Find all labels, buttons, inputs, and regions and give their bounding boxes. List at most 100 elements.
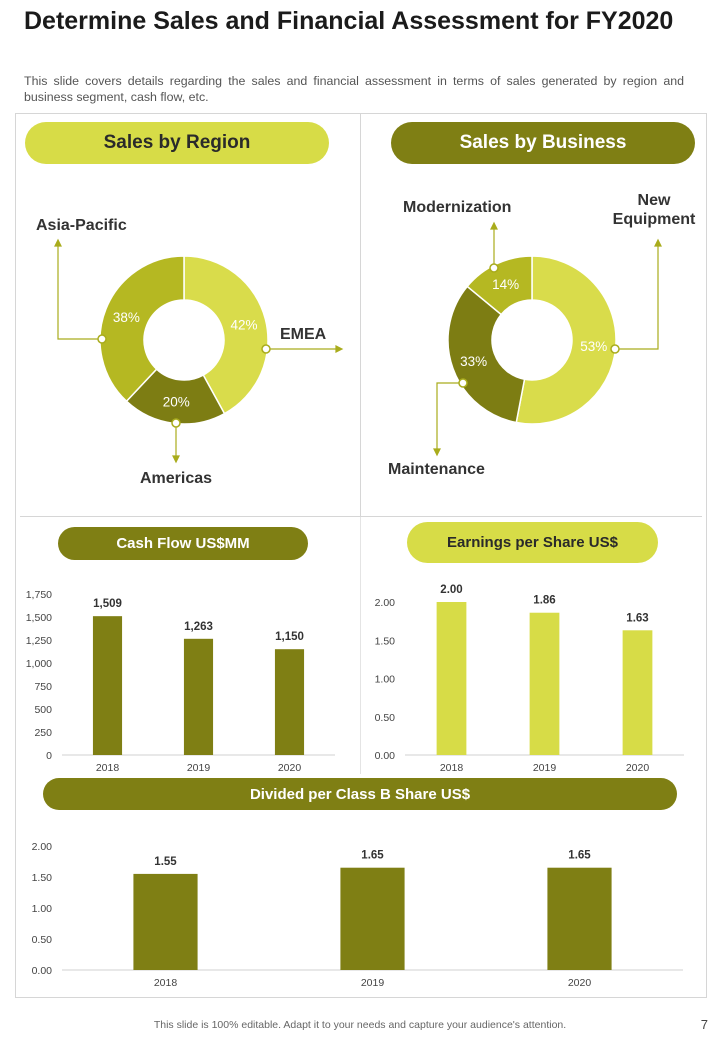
divider-horizontal xyxy=(20,516,702,517)
cashflow-value-label-2019: 1,263 xyxy=(184,621,213,633)
region-slice-asia-pacific xyxy=(99,255,185,403)
americas-dot xyxy=(171,418,181,428)
label-maintenance: Maintenance xyxy=(388,461,485,478)
dividend-value-label-2019: 1.65 xyxy=(361,850,384,862)
sales-by-region-heading-text: Sales by Region xyxy=(103,132,251,153)
label-modernization: Modernization xyxy=(403,199,512,216)
asia-pacific-dot xyxy=(97,334,107,344)
page-number: 7 xyxy=(700,1017,708,1032)
business-donut-chart: 53% 33% 14% xyxy=(433,221,662,457)
cash-flow-heading-text: Cash Flow US$MM xyxy=(116,535,250,552)
sales-by-business-heading-text: Sales by Business xyxy=(459,132,627,153)
region-leader-dots xyxy=(97,334,271,428)
emea-dot xyxy=(261,344,271,354)
asia-pacific-leader xyxy=(57,243,102,340)
business-leader-dots xyxy=(458,263,620,388)
cashflow-ytick-0: 0 xyxy=(46,750,52,762)
dividend-value-label-2020: 1.65 xyxy=(568,850,591,862)
eps-value-label-2018: 2.00 xyxy=(440,584,462,596)
business-slice-label-modernization: 14% xyxy=(492,277,519,292)
maintenance-leader xyxy=(436,382,463,451)
eps-value-label-2020: 1.63 xyxy=(626,612,648,624)
eps-xtick-2020: 2020 xyxy=(626,762,650,774)
region-leaders xyxy=(54,238,344,464)
americas-leader-arrow xyxy=(172,455,180,464)
asia-pacific-leader-arrow xyxy=(54,238,62,247)
maintenance-dot xyxy=(458,378,468,388)
business-slice-modernization xyxy=(466,255,533,316)
dividend-ytick-3: 1.50 xyxy=(32,872,53,884)
business-slice-maintenance xyxy=(447,285,526,424)
new-equipment-dot xyxy=(610,344,620,354)
cash-flow-bar-chart: 0 250 500 750 1,000 1,250 1,500 1,750 1,509 2018 1… xyxy=(26,589,335,774)
eps-ytick-3: 1.50 xyxy=(375,635,396,647)
cashflow-ytick-1: 250 xyxy=(34,727,52,739)
cash-flow-heading: Cash Flow US$MM xyxy=(58,527,308,560)
business-slice-label-maintenance: 33% xyxy=(460,354,487,369)
cashflow-ytick-7: 1,750 xyxy=(26,589,52,601)
modernization-leader-arrow xyxy=(490,221,498,230)
sales-by-business-heading: Sales by Business xyxy=(391,122,695,164)
business-slice-new-equipment xyxy=(515,255,617,425)
modernization-dot xyxy=(489,263,499,273)
region-donut-chart: 42% 20% 38% xyxy=(54,238,344,464)
dividend-bar-2019 xyxy=(340,867,405,970)
eps-xtick-2019: 2019 xyxy=(533,762,557,774)
cashflow-value-label-2020: 1,150 xyxy=(275,631,304,643)
dividend-bar-2018 xyxy=(133,873,198,970)
cashflow-xtick-2019: 2019 xyxy=(187,762,211,774)
label-new-equipment-line1: New xyxy=(637,192,671,209)
eps-bar-chart: 0.00 0.50 1.00 1.50 2.00 2.00 2018 1.86 2019 1.63… xyxy=(375,584,684,774)
label-americas: Americas xyxy=(140,470,213,487)
label-new-equipment-line2: Equipment xyxy=(612,211,696,228)
cashflow-ytick-3: 750 xyxy=(34,681,52,693)
dividend-ytick-0: 0.00 xyxy=(32,965,53,977)
region-slice-label-asia-pacific: 38% xyxy=(113,310,140,325)
eps-ytick-2: 1.00 xyxy=(375,674,396,686)
cashflow-xtick-2020: 2020 xyxy=(278,762,302,774)
eps-bar-2018 xyxy=(436,602,467,755)
business-leaders xyxy=(433,221,662,457)
cashflow-bar-2018 xyxy=(92,616,123,755)
cashflow-ytick-4: 1,000 xyxy=(26,658,52,670)
eps-value-label-2019: 1.86 xyxy=(533,595,555,607)
region-slice-label-americas: 20% xyxy=(163,395,190,410)
dividend-ytick-4: 2.00 xyxy=(32,841,53,853)
label-new-equipment: New Equipment xyxy=(606,191,702,229)
dividend-xtick-2019: 2019 xyxy=(361,977,385,989)
cashflow-xtick-2018: 2018 xyxy=(96,762,120,774)
eps-ytick-4: 2.00 xyxy=(375,597,396,609)
footer-note: This slide is 100% editable. Adapt it to… xyxy=(153,1019,567,1031)
dividend-value-label-2018: 1.55 xyxy=(154,856,177,868)
dividend-ytick-1: 0.50 xyxy=(32,934,53,946)
eps-heading-text: Earnings per Share US$ xyxy=(447,534,618,551)
maintenance-leader-arrow xyxy=(433,448,441,457)
region-slice-emea xyxy=(183,255,269,415)
dividend-bar-2020 xyxy=(547,867,612,970)
page-subtitle: This slide covers details regarding the … xyxy=(24,74,684,104)
cashflow-ytick-2: 500 xyxy=(34,704,52,716)
sales-by-region-heading: Sales by Region xyxy=(25,122,329,164)
dividend-heading: Divided per Class B Share US$ xyxy=(43,778,677,810)
eps-bar-2020 xyxy=(622,630,653,755)
label-emea: EMEA xyxy=(280,326,327,343)
new-equipment-leader-arrow xyxy=(654,238,662,247)
dividend-xtick-2020: 2020 xyxy=(568,977,592,989)
region-slice-label-emea: 42% xyxy=(231,318,258,333)
dividend-xtick-2018: 2018 xyxy=(154,977,178,989)
divider-vertical-lower xyxy=(360,516,361,774)
eps-ytick-1: 0.50 xyxy=(375,712,396,724)
cashflow-value-label-2018: 1,509 xyxy=(93,598,122,610)
label-asia-pacific: Asia-Pacific xyxy=(36,217,127,234)
page-title: Determine Sales and Financial Assessment… xyxy=(24,7,674,35)
emea-leader-arrow xyxy=(335,345,344,353)
business-slice-label-new-equipment: 53% xyxy=(580,339,607,354)
new-equipment-leader xyxy=(615,243,659,350)
dividend-heading-text: Divided per Class B Share US$ xyxy=(249,785,471,803)
eps-bar-2019 xyxy=(529,612,560,755)
dividend-bar-chart: 0.00 0.50 1.00 1.50 2.00 1.55 2018 1.65 2019 1.65… xyxy=(32,841,683,989)
cashflow-bar-2019 xyxy=(183,638,214,755)
cashflow-ytick-6: 1,500 xyxy=(26,612,52,624)
eps-xtick-2018: 2018 xyxy=(440,762,464,774)
cashflow-ytick-5: 1,250 xyxy=(26,635,52,647)
